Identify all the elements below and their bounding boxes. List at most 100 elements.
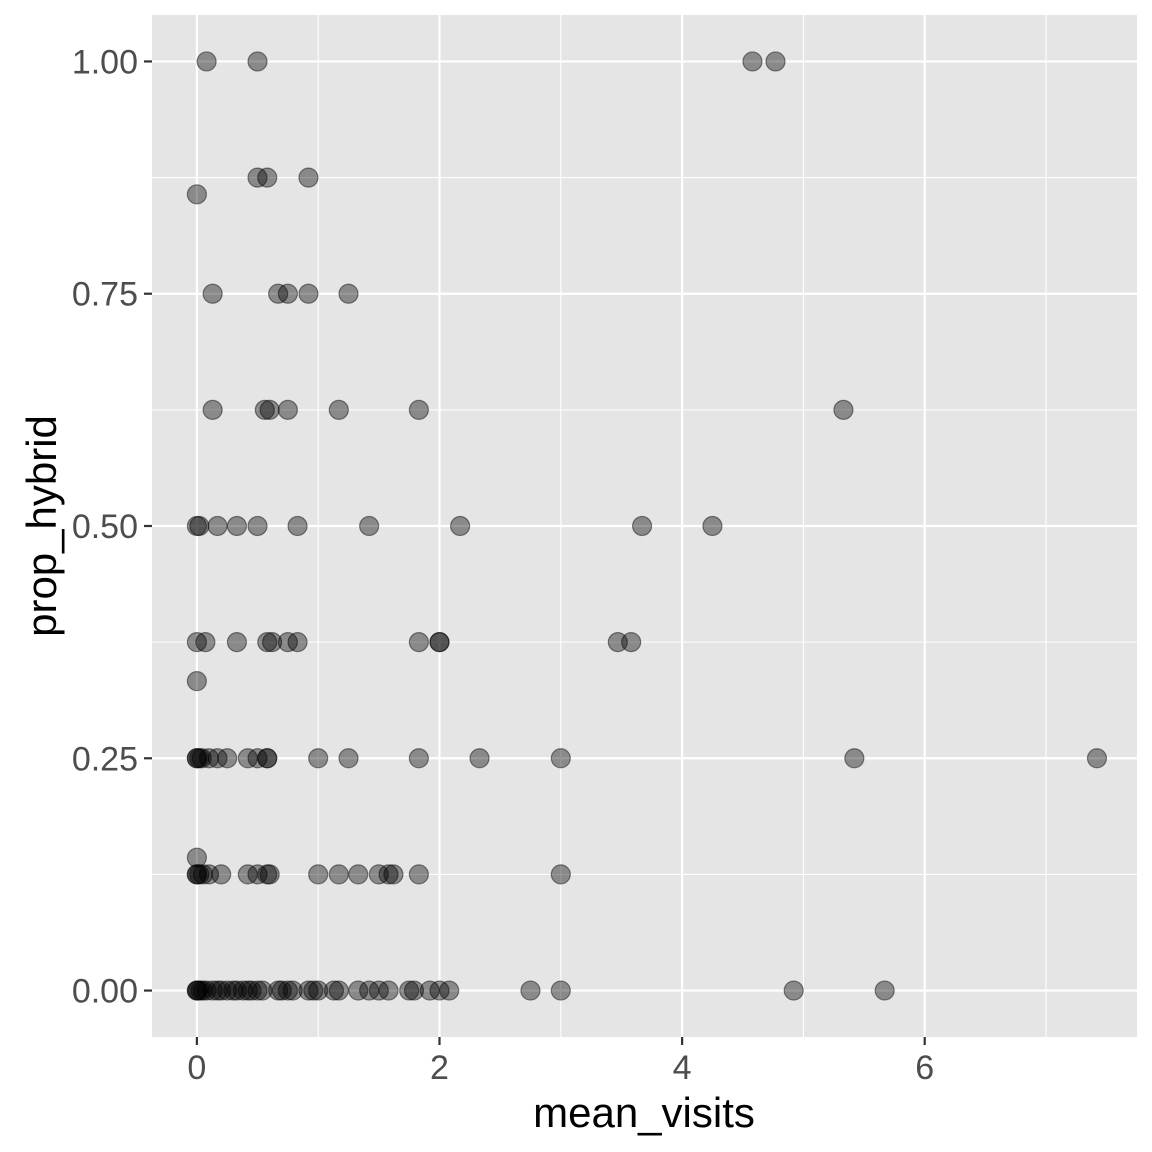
data-point: [383, 864, 404, 885]
data-point: [742, 51, 763, 72]
x-tick-label: 4: [673, 1049, 692, 1087]
data-point: [257, 864, 278, 885]
data-point: [241, 980, 262, 1001]
data-point: [282, 980, 303, 1001]
data-point: [348, 864, 369, 885]
x-tick-label: 0: [187, 1049, 206, 1087]
data-point: [520, 980, 541, 1001]
data-point: [261, 632, 283, 653]
data-point: [186, 980, 207, 1001]
data-point: [399, 980, 420, 1001]
data-point: [550, 748, 571, 769]
y-tick-label: 1.00: [72, 43, 138, 81]
data-point: [323, 980, 345, 1001]
data-point: [217, 980, 238, 1001]
data-point: [207, 980, 228, 1001]
data-point: [287, 632, 308, 653]
y-tick-label: 0.75: [72, 276, 138, 314]
data-point: [550, 864, 571, 885]
data-point: [202, 399, 223, 420]
data-point: [403, 980, 425, 1001]
data-point: [328, 399, 349, 420]
x-tick-label: 2: [430, 1049, 449, 1087]
data-point: [429, 632, 450, 653]
data-point: [408, 748, 429, 769]
x-tick-label: 6: [915, 1049, 934, 1087]
data-point: [328, 864, 349, 885]
data-point: [247, 748, 268, 769]
data-point: [186, 980, 207, 1001]
data-point: [247, 864, 268, 885]
data-point: [359, 980, 380, 1001]
data-point: [298, 167, 319, 188]
data-point: [359, 515, 380, 537]
data-point: [189, 864, 210, 885]
data-point: [298, 283, 319, 304]
data-point: [439, 980, 460, 1001]
data-point: [196, 980, 217, 1001]
data-point: [277, 632, 298, 653]
data-point: [237, 864, 258, 885]
data-point: [202, 283, 223, 304]
data-point: [211, 980, 232, 1001]
data-points: [186, 51, 1108, 1001]
data-point: [550, 980, 571, 1001]
data-point: [378, 980, 399, 1001]
data-point: [192, 864, 214, 885]
data-point: [259, 399, 280, 420]
data-point: [631, 515, 653, 537]
data-point: [217, 748, 238, 769]
data-point: [252, 980, 273, 1001]
data-point: [259, 864, 280, 885]
data-point: [277, 399, 298, 420]
data-point: [429, 632, 450, 653]
data-point: [247, 167, 268, 188]
data-point: [765, 51, 786, 72]
data-point: [186, 748, 207, 769]
data-point: [254, 399, 275, 420]
data-point: [844, 748, 865, 769]
data-point: [186, 515, 207, 537]
data-point: [195, 632, 216, 653]
data-point: [257, 167, 278, 188]
data-point: [783, 980, 804, 1001]
data-point: [621, 632, 642, 653]
data-point: [211, 864, 232, 885]
data-point: [186, 632, 207, 653]
data-point: [232, 980, 254, 1001]
data-point: [874, 980, 895, 1001]
data-point: [191, 748, 212, 769]
data-point: [198, 864, 220, 885]
x-tick-labels: 0 2 4 6: [187, 1049, 934, 1087]
data-point: [247, 51, 268, 72]
data-point: [429, 980, 450, 1001]
data-point: [237, 980, 258, 1001]
data-point: [469, 748, 490, 769]
data-point: [186, 184, 207, 205]
data-point: [226, 515, 248, 537]
data-point: [833, 399, 854, 420]
data-point: [202, 980, 223, 1001]
data-point: [186, 847, 207, 868]
data-point: [607, 632, 628, 653]
y-tick-label: 0.00: [72, 973, 138, 1011]
data-point: [1086, 748, 1108, 769]
data-point: [378, 864, 399, 885]
data-point: [196, 51, 217, 72]
data-point: [189, 515, 210, 537]
data-point: [247, 980, 268, 1001]
data-point: [226, 632, 248, 653]
data-point: [298, 980, 319, 1001]
data-point: [328, 980, 349, 1001]
data-point: [186, 864, 207, 885]
y-tick-label: 0.25: [72, 740, 138, 778]
data-point: [186, 671, 207, 692]
data-point: [419, 980, 440, 1001]
data-point: [257, 632, 278, 653]
data-point: [408, 399, 429, 420]
data-point: [237, 748, 258, 769]
data-point: [189, 748, 210, 769]
data-point: [277, 283, 298, 304]
data-point: [368, 980, 389, 1001]
